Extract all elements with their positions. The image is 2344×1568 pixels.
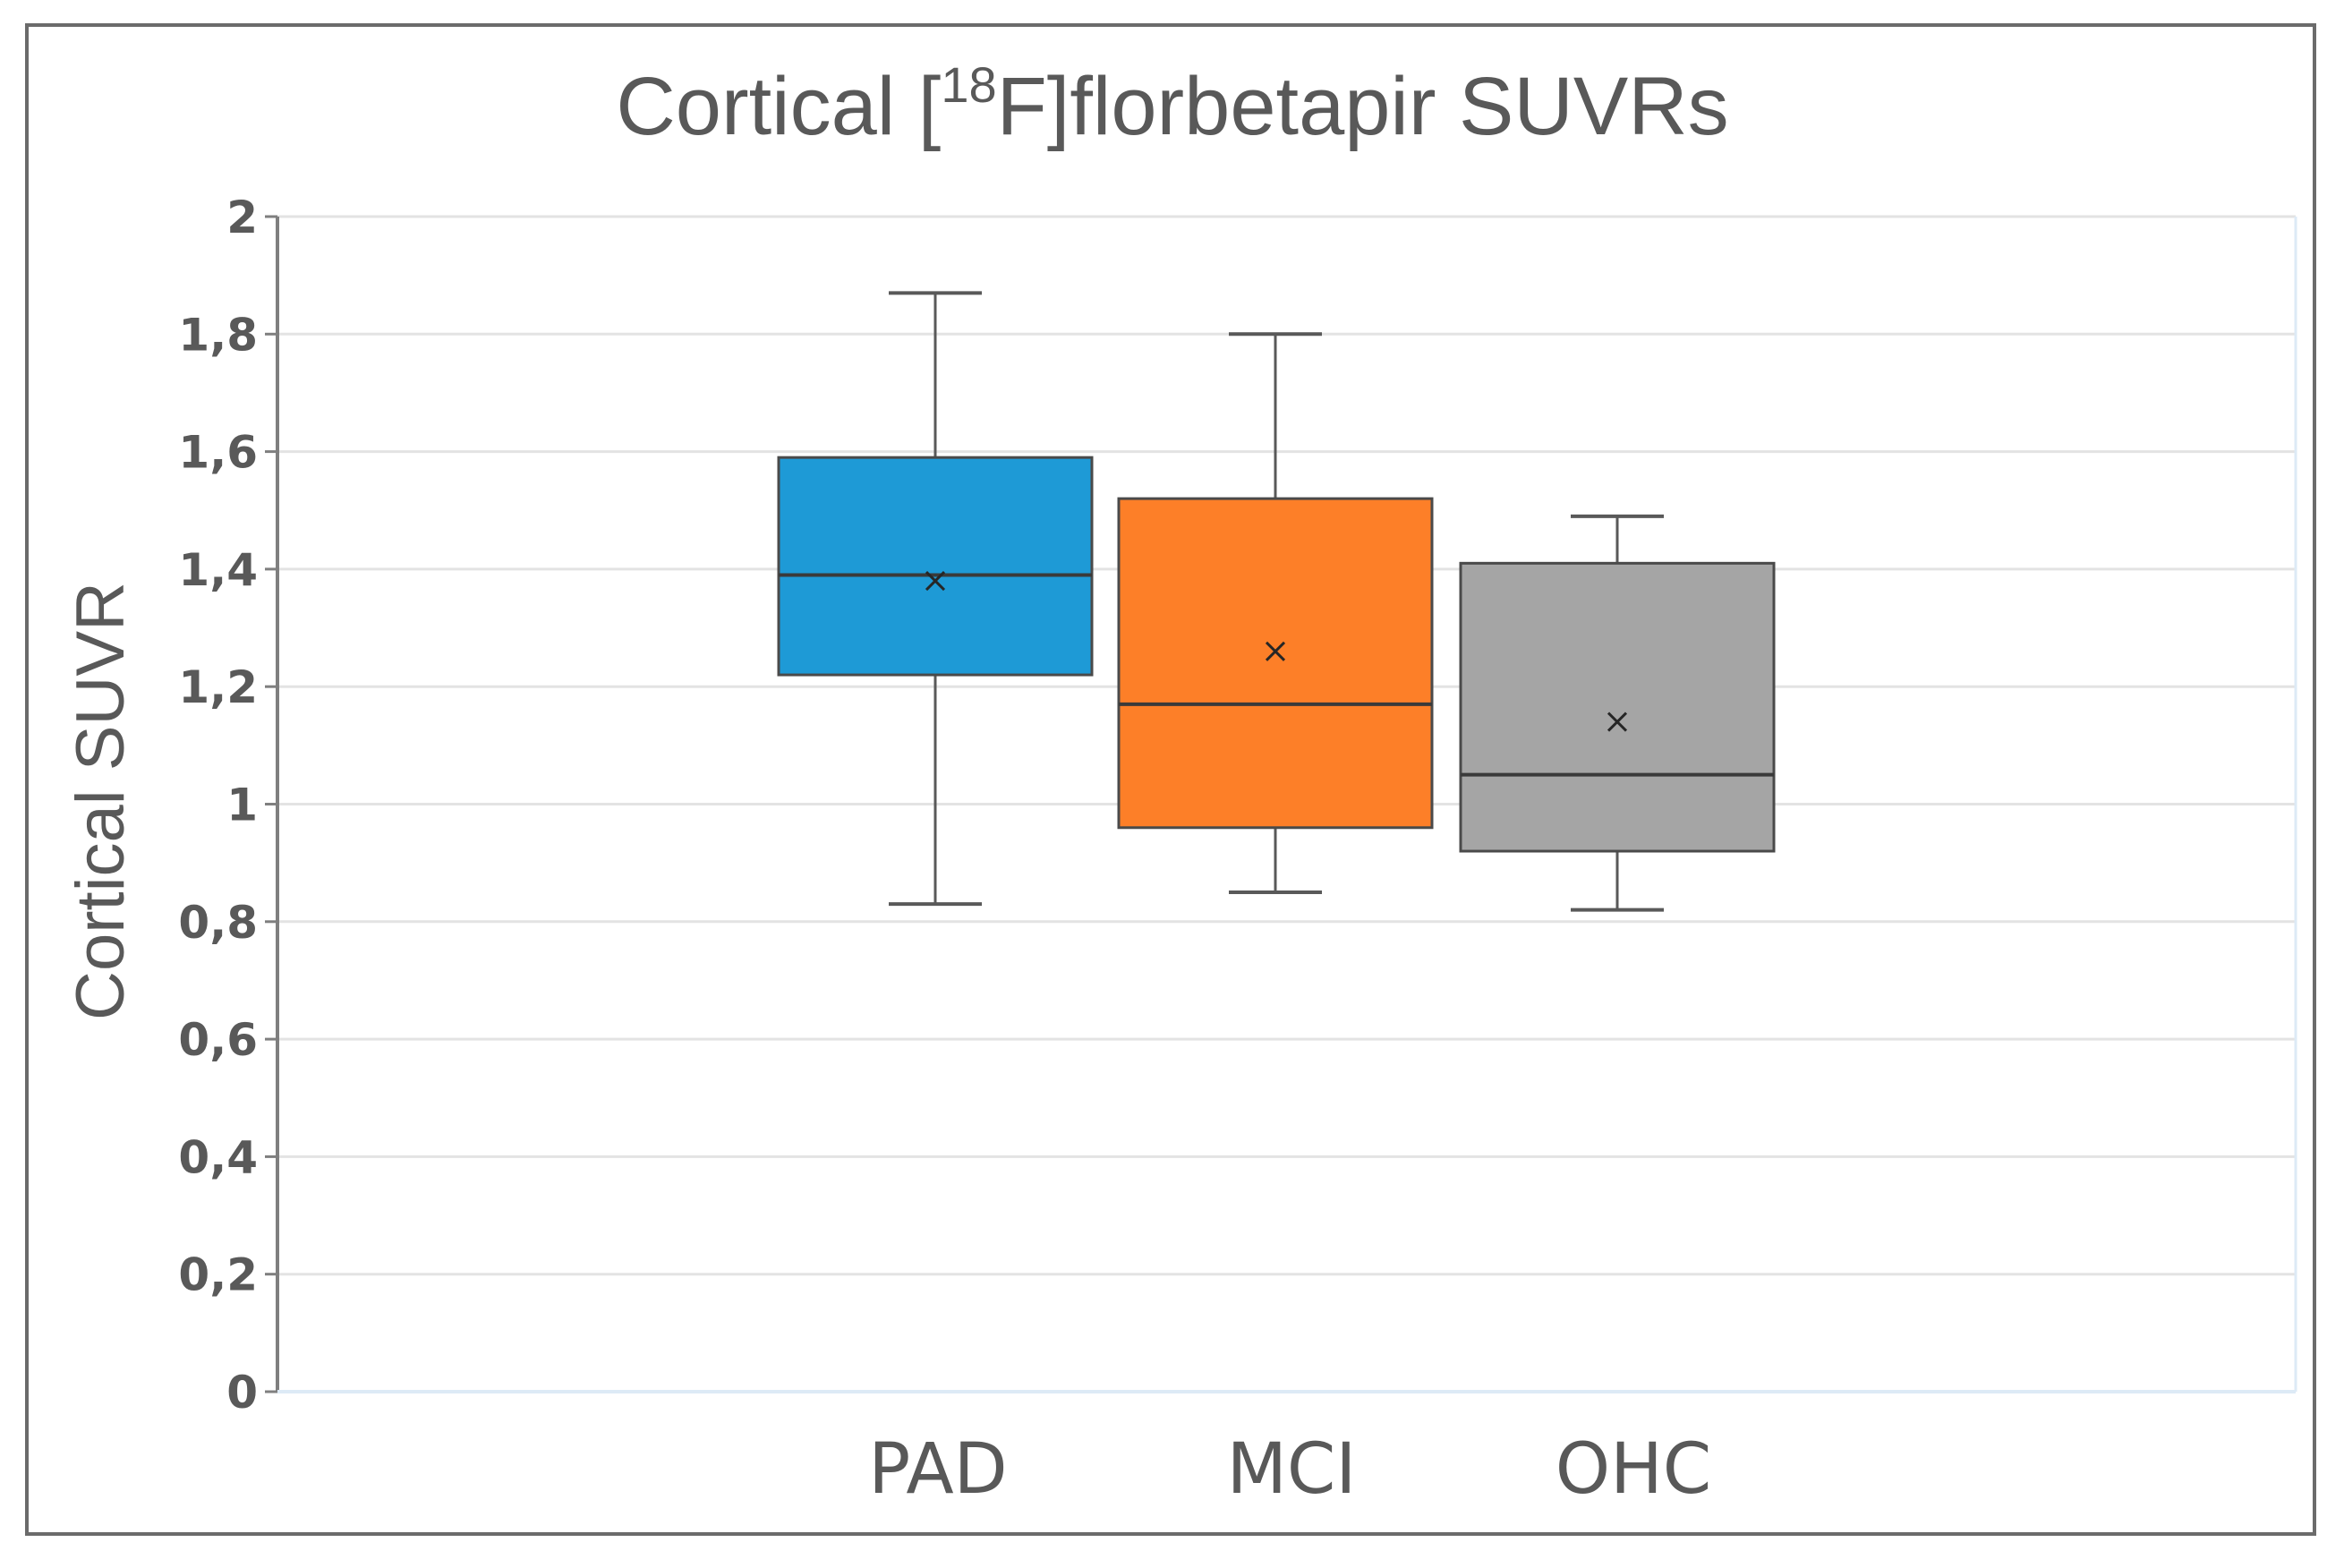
y-tick-label: 0 — [226, 1367, 258, 1419]
boxes — [777, 291, 1776, 912]
y-tick-label: 1,6 — [178, 427, 258, 479]
interquartile-box — [1117, 497, 1434, 830]
y-tick-label: 0,6 — [178, 1014, 258, 1066]
mean-marker — [1607, 712, 1628, 732]
y-tick-label: 0,4 — [178, 1131, 258, 1183]
y-tick-label: 2 — [226, 192, 258, 243]
interquartile-box — [777, 456, 1094, 677]
interquartile-box — [1459, 561, 1776, 853]
y-tick-label: 1,8 — [178, 309, 258, 361]
y-tick-label: 0,2 — [178, 1249, 258, 1301]
category-label-pad: PAD — [868, 1429, 1007, 1510]
axes — [265, 215, 2297, 1393]
y-tick-label: 1,2 — [178, 661, 258, 713]
chart-title: Cortical [18F]florbetapir SUVRs — [616, 56, 1728, 152]
mean-marker — [925, 570, 946, 592]
y-tick-labels: 0 0,2 0,4 0,6 0,8 1 1,2 1,4 1,6 1,8 2 — [178, 192, 258, 1419]
chart-title-rest: F]florbetapir SUVRs — [997, 61, 1729, 152]
mean-marker — [1265, 641, 1286, 661]
y-tick-label: 1 — [226, 780, 258, 831]
chart-title-superscript: 18 — [941, 56, 996, 113]
box-ohc — [1459, 514, 1776, 912]
category-label-ohc: OHC — [1556, 1429, 1712, 1510]
y-tick-label: 0,8 — [178, 897, 258, 949]
y-tick-label: 1,4 — [178, 544, 258, 596]
category-labels: PAD MCI OHC — [868, 1429, 1711, 1510]
box-pad — [777, 291, 1094, 907]
box-mci — [1117, 332, 1434, 894]
category-label-mci: MCI — [1227, 1429, 1357, 1510]
y-axis-label: Cortical SUVR — [63, 582, 139, 1020]
